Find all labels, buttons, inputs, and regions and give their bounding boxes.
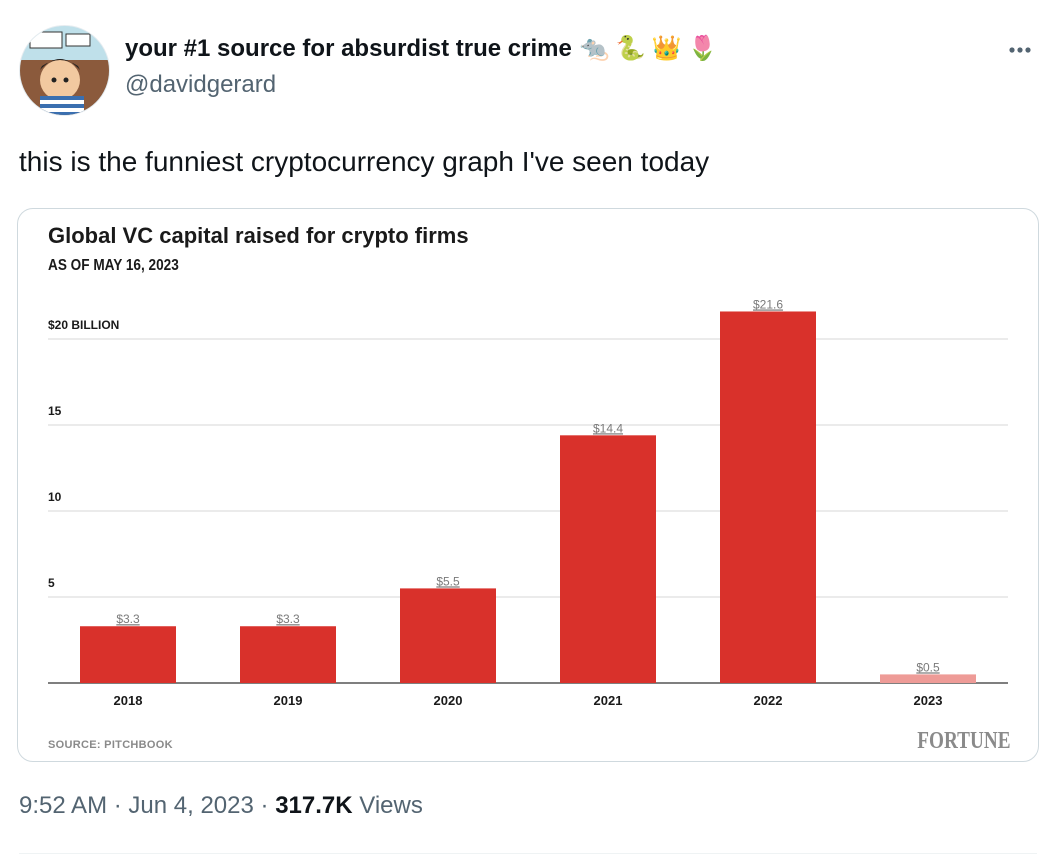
name-emojis: 🐀 🐍 👑 🌷: [580, 34, 718, 63]
avatar[interactable]: [19, 25, 110, 116]
data-label: $3.3: [116, 612, 140, 626]
data-label: $0.5: [916, 660, 940, 674]
data-label: $5.5: [436, 574, 460, 588]
divider: [19, 853, 1037, 854]
more-options-button[interactable]: [1002, 36, 1038, 64]
y-tick-label: 5: [48, 576, 55, 590]
more-horizontal-icon: [1009, 47, 1031, 53]
bar-chart: $20 BILLION 15 10 5 $3.3 2018 $3.3 2019 $5.5 2020…: [48, 297, 1008, 708]
bar: [880, 674, 976, 683]
data-label: $3.3: [276, 612, 300, 626]
crown-icon: 👑: [651, 35, 682, 62]
chart-source: SOURCE: PITCHBOOK: [48, 739, 173, 751]
data-label: $21.6: [753, 297, 783, 311]
tweet-metadata: 9:52 AM · Jun 4, 2023 · 317.7K Views: [19, 792, 423, 820]
display-name-text: your #1 source for absurdist true crime: [125, 34, 572, 62]
views-label: Views: [359, 792, 423, 819]
views-count: 317.7K: [275, 792, 353, 819]
bar: [240, 626, 336, 683]
brand-logo: FORTUNE: [916, 728, 1010, 754]
y-tick-label: 10: [48, 490, 62, 504]
display-name[interactable]: your #1 source for absurdist true crime …: [125, 34, 717, 63]
bar: [560, 435, 656, 683]
y-tick-label: $20 BILLION: [48, 318, 119, 332]
data-label: $14.4: [593, 421, 623, 435]
user-handle[interactable]: @davidgerard: [125, 71, 277, 98]
rat-icon: 🐀: [579, 35, 610, 62]
media-card[interactable]: Global VC capital raised for crypto firm…: [17, 208, 1039, 762]
bar: [80, 626, 176, 683]
x-tick-label: 2022: [754, 693, 783, 708]
chart-title: Global VC capital raised for crypto firm…: [48, 223, 469, 248]
avatar-image: [20, 26, 109, 115]
y-tick-label: 15: [48, 404, 62, 418]
chart-subtitle: AS OF MAY 16, 2023: [48, 257, 179, 274]
tweet-time[interactable]: 9:52 AM: [19, 792, 108, 819]
meta-separator: ·: [113, 792, 122, 819]
x-tick-label: 2023: [914, 693, 943, 708]
x-tick-label: 2021: [594, 693, 623, 708]
snake-icon: 🐍: [615, 35, 646, 62]
x-tick-label: 2018: [114, 693, 143, 708]
bar: [720, 311, 816, 683]
x-tick-label: 2020: [434, 693, 463, 708]
tulip-icon: 🌷: [687, 35, 718, 62]
meta-separator: ·: [260, 792, 269, 819]
bar: [400, 588, 496, 683]
tweet-text: this is the funniest cryptocurrency grap…: [19, 146, 710, 177]
x-tick-label: 2019: [274, 693, 303, 708]
tweet-date[interactable]: Jun 4, 2023: [128, 792, 254, 819]
